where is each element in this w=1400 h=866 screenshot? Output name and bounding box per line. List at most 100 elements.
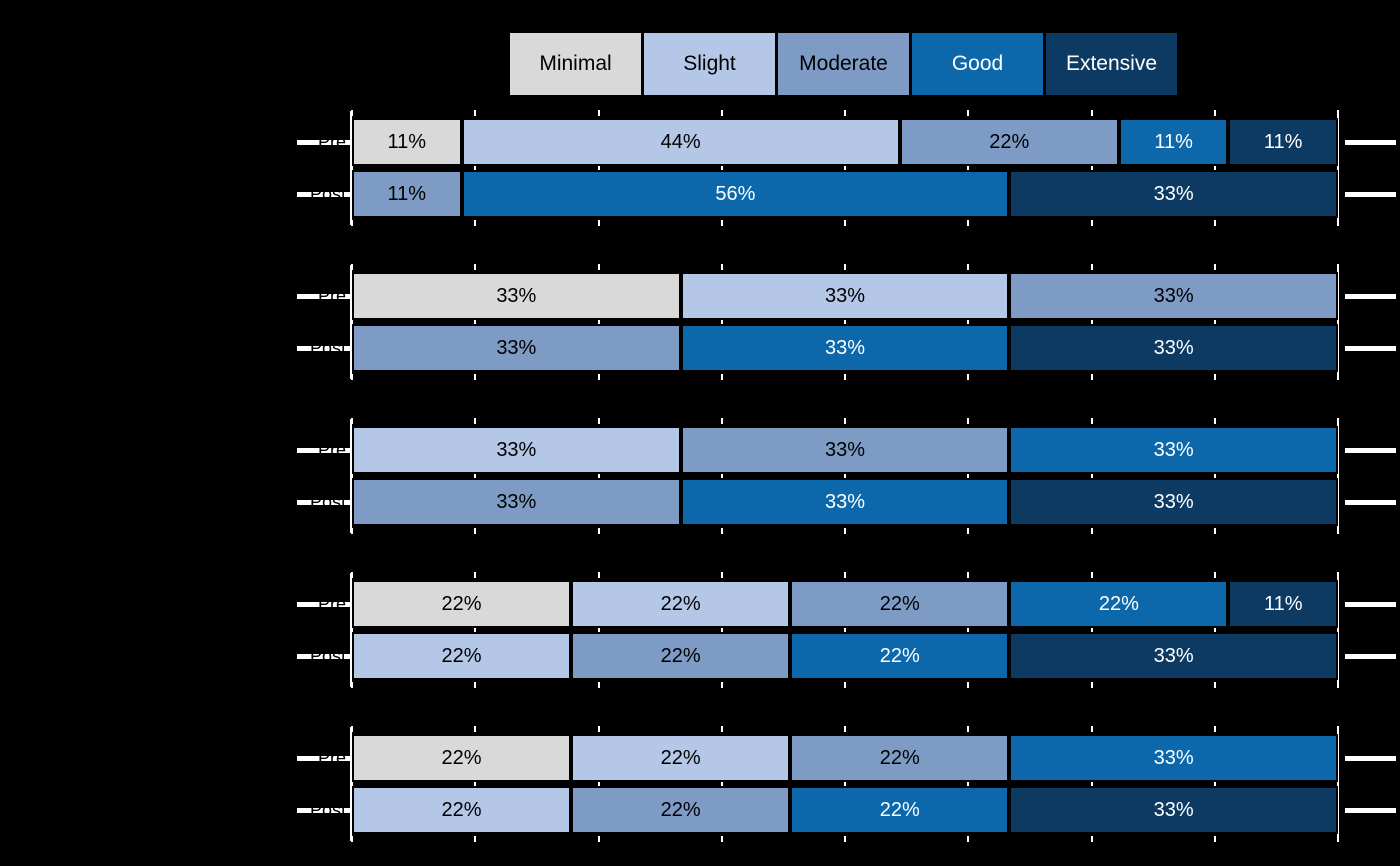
- tick-mark: [720, 374, 723, 380]
- row-label-pre: Pre: [317, 286, 346, 306]
- tick-mark: [1337, 836, 1339, 842]
- tick-mark: [1337, 166, 1339, 170]
- tick-mark: [351, 528, 353, 534]
- tick-mark: [1213, 836, 1216, 842]
- right-tick-band: [1345, 192, 1396, 197]
- percent-label: 22%: [879, 746, 920, 769]
- tick-mark: [1337, 474, 1339, 478]
- tick-mark: [720, 528, 723, 534]
- tick-mark: [720, 682, 723, 688]
- row-label-post: Post: [309, 646, 346, 666]
- percent-label: 22%: [660, 746, 701, 769]
- tick-mark: [844, 374, 846, 380]
- tick-mark: [1213, 110, 1216, 116]
- legend-swatch-slight: Slight: [644, 33, 775, 95]
- tick-mark: [1213, 220, 1216, 226]
- tick-mark: [844, 682, 846, 688]
- bar-segment-minimal: 33%: [352, 272, 681, 320]
- tick-mark: [351, 572, 353, 578]
- percent-label: 33%: [1153, 284, 1194, 307]
- bar-segment-minimal: 22%: [352, 734, 572, 782]
- tick-mark: [720, 782, 723, 786]
- percent-label: 33%: [1153, 490, 1194, 513]
- tick-mark: [597, 110, 600, 116]
- legend-label: Moderate: [799, 52, 888, 75]
- row-label-post: Post: [309, 800, 346, 820]
- row-label-band: [297, 808, 351, 813]
- tick-mark: [474, 374, 477, 380]
- tick-mark: [844, 782, 846, 786]
- tick-mark: [597, 726, 600, 732]
- tick-mark: [597, 528, 600, 534]
- percent-label: 11%: [1263, 130, 1303, 153]
- tick-mark: [967, 682, 970, 688]
- tick-mark: [597, 220, 600, 226]
- tick-mark: [474, 572, 477, 578]
- tick-mark: [597, 572, 600, 578]
- percent-label: 22%: [879, 592, 920, 615]
- tick-mark: [1213, 374, 1216, 380]
- tick-mark: [844, 572, 846, 578]
- bar-row-post: 11% 56% 33%: [352, 170, 1338, 218]
- bar-row-pre: 33% 33% 33%: [352, 426, 1338, 474]
- tick-mark: [1213, 320, 1216, 324]
- tick-mark: [474, 418, 477, 424]
- bar-row-post: 33% 33% 33%: [352, 324, 1338, 372]
- bar-segment-slight: 22%: [571, 580, 791, 628]
- legend: Minimal Slight Moderate Good Extensive: [510, 33, 1177, 95]
- tick-mark: [1337, 782, 1339, 786]
- tick-mark: [351, 782, 353, 786]
- percent-label: 33%: [824, 438, 865, 461]
- tick-mark: [1090, 374, 1093, 380]
- bar-segment-minimal: 22%: [352, 580, 572, 628]
- tick-mark: [1090, 782, 1093, 786]
- tick-mark: [1090, 166, 1093, 170]
- row-label-band: [297, 500, 351, 505]
- percent-label: 22%: [660, 798, 701, 821]
- tick-mark: [1337, 418, 1339, 424]
- bar-row-post: 33% 33% 33%: [352, 478, 1338, 526]
- bar-segment-slight: 22%: [352, 786, 572, 834]
- legend-label: Extensive: [1065, 52, 1158, 75]
- tick-mark: [844, 836, 846, 842]
- tick-mark: [597, 166, 600, 170]
- tick-mark: [1337, 628, 1339, 632]
- bar-segment-good: 33%: [680, 324, 1010, 372]
- bar-segment-good: 33%: [680, 478, 1010, 526]
- percent-label: 33%: [1153, 182, 1194, 205]
- bar-row-pre: 33% 33% 33%: [352, 272, 1338, 320]
- tick-mark: [844, 220, 846, 226]
- bar-segment-moderate: 22%: [571, 786, 791, 834]
- tick-mark: [1090, 474, 1093, 478]
- tick-mark: [1090, 682, 1093, 688]
- bar-segment-moderate: 11%: [352, 170, 462, 218]
- tick-mark: [474, 110, 477, 116]
- tick-mark: [967, 320, 970, 324]
- tick-mark: [351, 220, 353, 226]
- tick-mark: [597, 474, 600, 478]
- tick-mark: [844, 166, 846, 170]
- tick-mark: [844, 110, 846, 116]
- row-label-post: Post: [309, 184, 346, 204]
- tick-mark: [1337, 110, 1339, 116]
- percent-label: 33%: [824, 284, 865, 307]
- bar-segment-good: 33%: [1009, 426, 1338, 474]
- row-label-band: [297, 140, 351, 145]
- tick-mark: [351, 474, 353, 478]
- right-tick-band: [1345, 448, 1396, 453]
- tick-mark: [1213, 628, 1216, 632]
- tick-mark: [967, 782, 970, 786]
- tick-mark: [720, 166, 723, 170]
- tick-mark: [844, 320, 846, 324]
- tick-mark: [474, 264, 477, 270]
- tick-mark: [1337, 220, 1339, 226]
- tick-mark: [967, 166, 970, 170]
- bar-segment-moderate: 22%: [899, 118, 1119, 166]
- tick-mark: [720, 110, 723, 116]
- tick-mark: [597, 628, 600, 632]
- tick-mark: [720, 836, 723, 842]
- percent-label: 22%: [879, 798, 920, 821]
- percent-label: 22%: [441, 592, 482, 615]
- tick-mark: [967, 836, 970, 842]
- bar-segment-minimal: 11%: [352, 118, 462, 166]
